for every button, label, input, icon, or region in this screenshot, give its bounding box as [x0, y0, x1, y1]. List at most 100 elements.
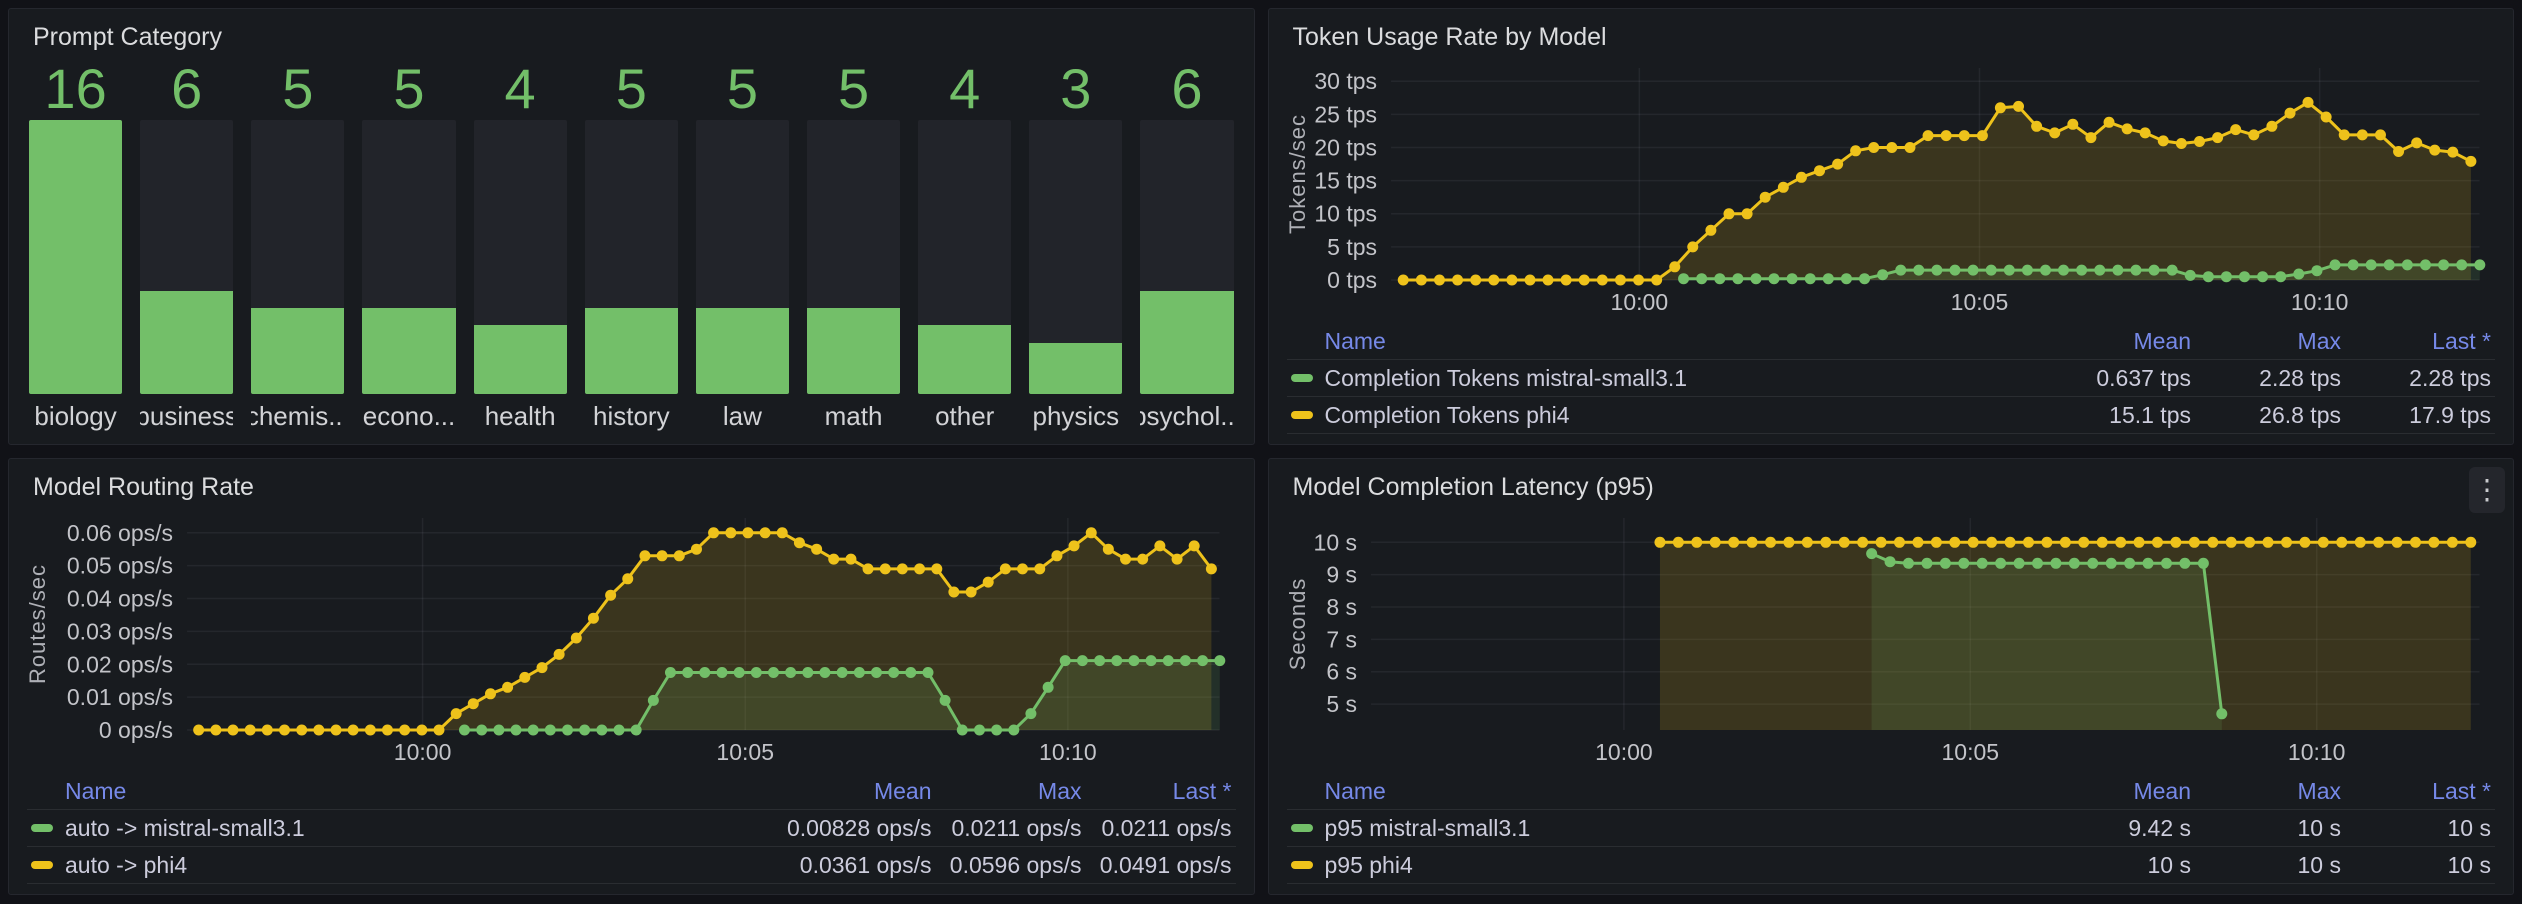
svg-text:10:00: 10:00 — [1595, 739, 1653, 765]
svg-text:5 tps: 5 tps — [1327, 233, 1377, 259]
legend-header-row: Name Mean Max Last * — [1287, 323, 2496, 359]
bar-column: 5 math — [806, 57, 901, 433]
legend-max-value: 2.28 tps — [2259, 364, 2341, 391]
legend-series-name[interactable]: auto -> phi4 — [31, 852, 702, 879]
series-color-swatch — [1290, 824, 1313, 832]
bar-category-label: econo... — [362, 401, 456, 431]
bar-column: 6 business — [140, 57, 234, 433]
legend-series-label: Completion Tokens mistral-small3.1 — [1324, 364, 1688, 391]
panel-title-completion-latency[interactable]: Model Completion Latency (p95) — [1292, 473, 1654, 501]
legend-series-name[interactable]: auto -> mistral-small3.1 — [31, 815, 702, 842]
bar-column: 16 biology — [29, 57, 123, 433]
legend-series-name[interactable]: Completion Tokens mistral-small3.1 — [1290, 364, 1962, 392]
svg-text:7 s: 7 s — [1326, 626, 1357, 652]
svg-text:10:10: 10:10 — [2290, 289, 2348, 315]
bar-column: 5 chemis... — [251, 57, 345, 433]
bar-column: 5 law — [695, 57, 789, 433]
bar-category-label: biology — [34, 401, 117, 431]
completion-latency-chart: 5 s 6 s 7 s 8 s 9 s 10 s 10:00 10:05 10:10 Second… — [1287, 517, 2479, 765]
bar-value: 6 — [171, 57, 203, 120]
svg-text:10:05: 10:05 — [1941, 739, 1999, 765]
legend-mean-value: 0.0361 ops/s — [799, 851, 932, 878]
svg-text:0.03 ops/s: 0.03 ops/s — [67, 618, 173, 644]
bar-value: 5 — [726, 57, 758, 120]
svg-text:20 tps: 20 tps — [1314, 134, 1377, 160]
bar-column: 5 history — [584, 57, 678, 433]
token-usage-chart: 0 tps 5 tps 10 tps 15 tps 20 tps 25 tps 30 tps… — [1287, 67, 2485, 315]
bar-fill — [806, 308, 901, 394]
legend-header-row: Name Mean Max Last * — [1287, 773, 2496, 809]
svg-text:Tokens/sec: Tokens/sec — [1287, 113, 1310, 233]
legend-last-value: 17.9 tps — [2409, 401, 2491, 428]
svg-text:8 s: 8 s — [1326, 594, 1357, 620]
bar-track — [695, 119, 789, 394]
legend-header-last[interactable]: Last * — [2432, 327, 2491, 354]
legend-header-mean[interactable]: Mean — [2133, 777, 2191, 804]
legend-header-mean[interactable]: Mean — [873, 777, 932, 804]
bar-column: 5 econo... — [362, 57, 456, 433]
svg-text:Seconds: Seconds — [1287, 577, 1310, 670]
bar-category-label: health — [484, 401, 556, 431]
legend-header-max[interactable]: Max — [2297, 327, 2341, 354]
panel-title-prompt-category[interactable]: Prompt Category — [33, 23, 222, 51]
bar-fill — [918, 325, 1012, 394]
bar-fill — [584, 308, 678, 394]
legend-header-mean[interactable]: Mean — [2133, 327, 2191, 354]
bar-category-label: physics — [1032, 401, 1120, 431]
svg-text:25 tps: 25 tps — [1314, 101, 1377, 127]
svg-text:10:05: 10:05 — [716, 739, 774, 765]
legend-mean-value: 0.637 tps — [2096, 364, 2191, 391]
legend-row: Completion Tokens mistral-small3.1 0.637 … — [1286, 359, 2495, 396]
legend-series-name[interactable]: p95 mistral-small3.1 — [1290, 815, 1962, 842]
bar-category-label: math — [824, 401, 883, 431]
legend-series-name[interactable]: Completion Tokens phi4 — [1290, 402, 1962, 429]
svg-text:5 s: 5 s — [1326, 691, 1357, 717]
bar-column: 6 psychol... — [1140, 57, 1234, 433]
legend-series-label: auto -> mistral-small3.1 — [65, 814, 305, 841]
legend-mean-value: 9.42 s — [2128, 814, 2191, 841]
legend-header-name[interactable]: Name — [65, 777, 127, 804]
svg-text:6 s: 6 s — [1326, 658, 1357, 684]
bar-track — [1029, 119, 1123, 394]
svg-text:10 s: 10 s — [1313, 529, 1356, 555]
legend-last-value: 0.0491 ops/s — [1099, 851, 1232, 878]
bar-value: 3 — [1060, 57, 1092, 120]
legend-header-last[interactable]: Last * — [1172, 777, 1232, 804]
bar-track — [251, 119, 345, 394]
legend-table: Name Mean Max Last * p95 mistral-small3.… — [1286, 773, 2496, 884]
svg-text:Routes/sec: Routes/sec — [27, 563, 50, 683]
series-color-swatch — [1290, 861, 1313, 869]
panel-completion-latency: Model Completion Latency (p95) ⋮ 5 s 6 s 7… — [1267, 458, 2514, 895]
legend-header-max[interactable]: Max — [2297, 777, 2341, 804]
svg-text:0 tps: 0 tps — [1327, 267, 1377, 293]
legend-table: Name Mean Max Last * auto -> mistral-sma… — [27, 773, 1236, 884]
legend-max-value: 0.0211 ops/s — [951, 814, 1082, 841]
model-routing-chart: 0 ops/s 0.01 ops/s 0.02 ops/s 0.03 ops/s 0.0… — [27, 517, 1226, 765]
panel-title-token-usage[interactable]: Token Usage Rate by Model — [1292, 23, 1607, 51]
legend-header-last[interactable]: Last * — [2432, 777, 2491, 804]
bar-track — [473, 119, 567, 394]
bar-value: 5 — [393, 57, 425, 120]
svg-text:0.01 ops/s: 0.01 ops/s — [67, 684, 173, 710]
bar-value: 5 — [282, 57, 314, 120]
legend-mean-value: 15.1 tps — [2109, 401, 2191, 428]
legend-header-row: Name Mean Max Last * — [27, 773, 1236, 809]
bar-value: 5 — [615, 57, 647, 120]
legend-max-value: 0.0596 ops/s — [949, 851, 1082, 878]
bar-track — [918, 119, 1012, 394]
legend-header-name[interactable]: Name — [1324, 777, 1386, 804]
bar-value: 5 — [837, 57, 870, 120]
panel-token-usage: Token Usage Rate by Model 0 tps 5 tps 10 t… — [1267, 8, 2514, 445]
bar-category-label: other — [935, 401, 995, 431]
legend-series-name[interactable]: p95 phi4 — [1290, 852, 1962, 879]
bar-fill — [1140, 291, 1234, 394]
legend-header-max[interactable]: Max — [1038, 777, 1082, 804]
series-color-swatch — [31, 824, 53, 832]
legend-mean-value: 0.00828 ops/s — [786, 814, 932, 841]
bar-category-label: law — [722, 401, 762, 431]
bar-fill — [695, 308, 789, 394]
bar-category-label: business — [140, 401, 234, 431]
panel-menu-button[interactable]: ⋮ — [2469, 467, 2505, 513]
panel-title-model-routing[interactable]: Model Routing Rate — [33, 473, 254, 501]
legend-header-name[interactable]: Name — [1324, 327, 1386, 354]
